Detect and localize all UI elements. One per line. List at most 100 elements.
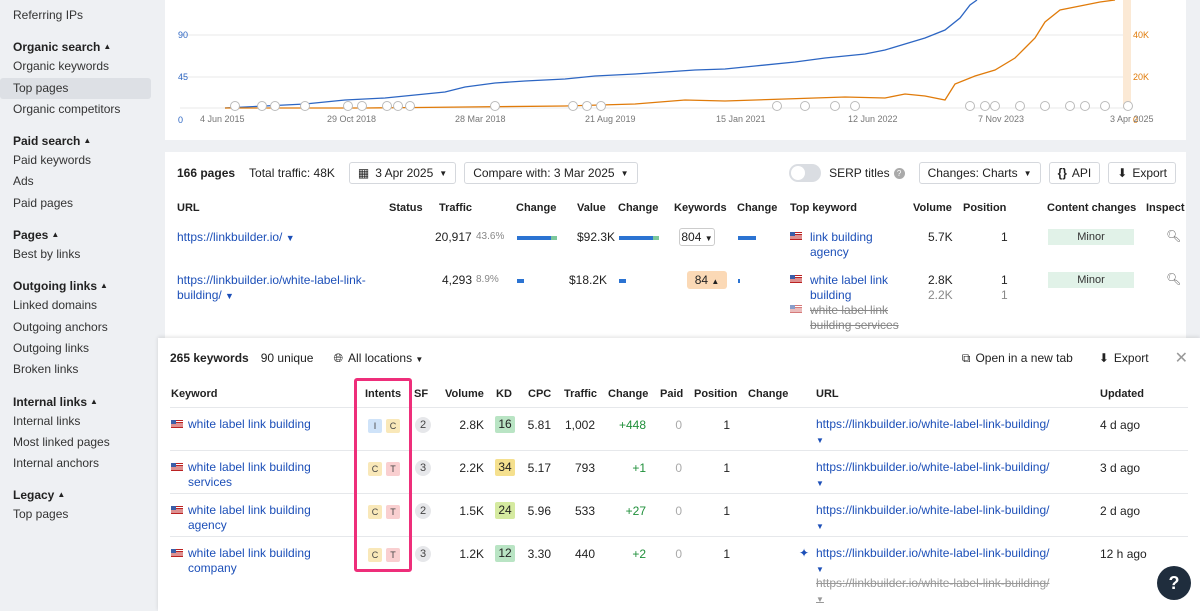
api-button[interactable]: {} API xyxy=(1048,162,1101,184)
chevron-down-icon[interactable]: ▼ xyxy=(816,436,824,445)
panel-export-button[interactable]: ⬇ Export xyxy=(1099,351,1149,365)
header-change[interactable]: Change xyxy=(608,388,649,400)
sidebar-item[interactable]: Ads xyxy=(13,174,34,189)
keyword-link[interactable]: white label link building agency xyxy=(188,503,311,532)
keywords-dropdown[interactable]: 804 ▼ xyxy=(679,228,715,246)
pages-count: 166 pages xyxy=(177,166,236,180)
total-traffic: Total traffic: 48K xyxy=(249,166,335,180)
sidebar-item[interactable]: Paid pages xyxy=(13,195,74,210)
export-button[interactable]: ⬇ Export xyxy=(1108,162,1176,184)
help-icon[interactable]: ? xyxy=(893,167,905,179)
paid: 0 xyxy=(675,547,682,561)
top-keyword-link[interactable]: link building agency xyxy=(810,230,873,259)
keyword-link[interactable]: white label link building services xyxy=(188,460,311,489)
page-url-link[interactable]: https://linkbuilder.io/white-label-link-… xyxy=(177,273,366,302)
date-picker-button[interactable]: ▦ 3 Apr 2025 ▼ xyxy=(348,162,457,184)
sidebar-item[interactable]: Broken links xyxy=(13,362,79,377)
chevron-down-icon[interactable]: ▼ xyxy=(816,522,824,531)
ranking-url-link[interactable]: https://linkbuilder.io/white-label-link-… xyxy=(816,417,1050,445)
sidebar-section-header[interactable]: Organic search ▲ xyxy=(0,38,163,56)
header-url[interactable]: URL xyxy=(816,388,839,400)
sidebar-section: Internal links ▲ Internal links Most linked… xyxy=(0,393,163,475)
header-cpc[interactable]: CPC xyxy=(528,388,552,400)
locations-dropdown[interactable]: 🌐︎ All locations ▼ xyxy=(333,351,423,366)
inspect-search-icon[interactable]: 🔍︎ xyxy=(1166,229,1182,243)
blue-series-line xyxy=(224,0,978,109)
sidebar-item[interactable]: Most linked pages xyxy=(13,434,110,449)
sidebar-item[interactable]: Top pages xyxy=(0,77,151,99)
serp-titles-toggle[interactable] xyxy=(789,164,822,182)
sidebar-item[interactable]: Linked domains xyxy=(13,298,98,313)
header-keywords[interactable]: Keywords xyxy=(674,202,727,214)
serp-features-count[interactable]: 3 xyxy=(415,546,431,562)
compare-button[interactable]: Compare with: 3 Mar 2025 ▼ xyxy=(464,162,638,184)
ranking-url-link[interactable]: https://linkbuilder.io/white-label-link-… xyxy=(816,460,1050,488)
header-status[interactable]: Status xyxy=(389,202,423,214)
sidebar-item[interactable]: Organic keywords xyxy=(13,59,110,74)
previous-volume: 2.2K xyxy=(928,288,953,302)
header-change[interactable]: Change xyxy=(516,202,557,214)
changes-button[interactable]: Changes: Charts ▼ xyxy=(918,162,1041,184)
open-new-tab-link[interactable]: ⧉ Open in a new tab xyxy=(962,351,1073,366)
header-position[interactable]: Position xyxy=(694,388,738,400)
sidebar-item[interactable]: Outgoing links xyxy=(13,340,90,355)
serp-features-count[interactable]: 2 xyxy=(415,417,431,433)
content-changes-badge[interactable]: Minor xyxy=(1048,229,1134,245)
page-url-link[interactable]: https://linkbuilder.io/ ▼ xyxy=(177,230,295,244)
sidebar-item[interactable]: Outgoing anchors xyxy=(13,319,108,334)
help-button[interactable]: ? xyxy=(1157,566,1191,600)
header-volume[interactable]: Volume xyxy=(913,202,952,214)
sidebar-section-header[interactable]: Paid search ▲ xyxy=(0,132,163,150)
caret-up-icon: ▲ xyxy=(51,230,60,240)
keyword-link[interactable]: white label link building company xyxy=(188,546,311,575)
header-keyword[interactable]: Keyword xyxy=(171,388,218,400)
sidebar-section-header[interactable]: Outgoing links ▲ xyxy=(0,277,163,295)
chevron-down-icon[interactable]: ▼ xyxy=(816,479,824,488)
chevron-down-icon[interactable]: ▼ xyxy=(285,233,295,243)
sidebar-item[interactable]: Internal links xyxy=(13,413,81,428)
header-change[interactable]: Change xyxy=(748,388,789,400)
serp-features-count[interactable]: 3 xyxy=(415,460,431,476)
content-changes-badge[interactable]: Minor xyxy=(1048,272,1134,288)
sidebar-item[interactable]: Top pages xyxy=(13,507,69,522)
sidebar-item[interactable]: Internal anchors xyxy=(13,456,100,471)
header-inspect[interactable]: Inspect xyxy=(1146,202,1185,214)
inspect-search-icon[interactable]: 🔍︎ xyxy=(1166,272,1182,286)
header-volume[interactable]: Volume xyxy=(445,388,484,400)
keywords-change-bar xyxy=(738,236,756,240)
chevron-down-icon[interactable]: ▼ xyxy=(816,565,824,574)
sidebar-section-header[interactable]: Legacy ▲ xyxy=(0,486,163,504)
header-change[interactable]: Change xyxy=(737,202,778,214)
ranking-url-link[interactable]: https://linkbuilder.io/white-label-link-… xyxy=(816,503,1050,531)
close-icon[interactable]: ✕ xyxy=(1174,350,1188,367)
sidebar-item[interactable]: Paid keywords xyxy=(13,153,92,168)
header-traffic[interactable]: Traffic xyxy=(564,388,598,400)
caret-up-icon: ▲ xyxy=(83,136,92,146)
header-updated[interactable]: Updated xyxy=(1100,388,1144,400)
header-traffic[interactable]: Traffic xyxy=(439,202,473,214)
keywords-dropdown[interactable]: 84 ▲ xyxy=(687,271,727,289)
header-value[interactable]: Value xyxy=(577,202,606,214)
header-url[interactable]: URL xyxy=(177,202,200,214)
header-change[interactable]: Change xyxy=(618,202,659,214)
sidebar-item-referring-ips[interactable]: Referring IPs xyxy=(13,8,84,22)
ranking-url-link[interactable]: https://linkbuilder.io/white-label-link-… xyxy=(816,546,1050,574)
header-top-keyword[interactable]: Top keyword xyxy=(790,202,858,214)
header-kd[interactable]: KD xyxy=(496,388,512,400)
header-sf[interactable]: SF xyxy=(414,388,429,400)
header-paid[interactable]: Paid xyxy=(660,388,684,400)
sidebar-section-header[interactable]: Pages ▲ xyxy=(0,226,163,244)
header-intents[interactable]: Intents xyxy=(365,388,402,400)
position: 1 xyxy=(1001,273,1008,287)
top-keyword-link[interactable]: white label link building xyxy=(810,273,889,302)
sidebar-section-header[interactable]: Internal links ▲ xyxy=(0,393,163,411)
header-position[interactable]: Position xyxy=(963,202,1007,214)
panel-toolbar: 265 keywords 90 unique 🌐︎ All locations ▼… xyxy=(170,350,1188,367)
keyword-link[interactable]: white label link building xyxy=(188,417,311,431)
header-content-changes[interactable]: Content changes xyxy=(1047,202,1137,214)
traffic-change: +448 xyxy=(618,418,646,432)
sidebar-item[interactable]: Organic competitors xyxy=(13,101,121,116)
chevron-down-icon[interactable]: ▼ xyxy=(225,291,234,301)
serp-features-count[interactable]: 2 xyxy=(415,503,431,519)
sidebar-item[interactable]: Best by links xyxy=(13,247,81,262)
